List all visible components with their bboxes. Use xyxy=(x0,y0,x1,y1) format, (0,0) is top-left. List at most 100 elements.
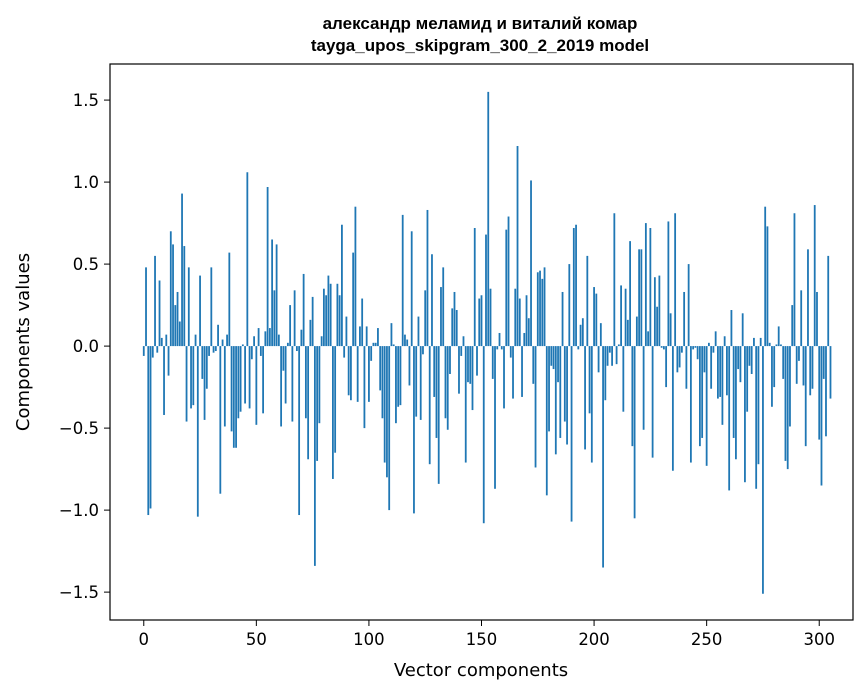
bar-255 xyxy=(717,346,719,399)
bar-175 xyxy=(536,272,539,347)
bar-147 xyxy=(473,228,476,347)
bar-32 xyxy=(214,346,217,352)
bar-80 xyxy=(322,288,325,347)
bar-263 xyxy=(735,346,737,460)
bar-259 xyxy=(726,346,728,396)
bar-1 xyxy=(145,267,147,347)
bar-195 xyxy=(581,318,584,347)
bar-287 xyxy=(789,346,791,427)
bar-241 xyxy=(685,346,688,389)
bar-72 xyxy=(304,346,307,419)
bar-197 xyxy=(586,255,589,347)
bar-93 xyxy=(352,252,355,347)
bar-170 xyxy=(525,295,528,347)
bar-96 xyxy=(359,326,361,347)
bar-200 xyxy=(593,287,595,347)
bar-57 xyxy=(271,239,274,347)
bar-267 xyxy=(744,346,746,483)
bar-18 xyxy=(183,246,186,347)
bar-238 xyxy=(678,346,681,368)
bar-231 xyxy=(662,346,665,350)
bar-239 xyxy=(680,346,683,353)
y-tick-label: 1.0 xyxy=(73,173,99,192)
bar-36 xyxy=(223,346,226,427)
bar-247 xyxy=(699,346,701,447)
bar-140 xyxy=(458,346,460,394)
x-tick-label: 200 xyxy=(578,630,610,649)
bar-37 xyxy=(226,334,228,347)
bar-282 xyxy=(777,326,780,347)
bar-148 xyxy=(476,346,478,376)
bar-234 xyxy=(669,313,672,347)
bar-92 xyxy=(350,346,352,401)
bar-89 xyxy=(343,346,346,358)
bar-133 xyxy=(442,267,445,347)
bar-254 xyxy=(714,331,717,347)
bar-137 xyxy=(451,308,454,347)
bar-47 xyxy=(248,346,251,409)
bar-49 xyxy=(253,336,255,347)
bar-225 xyxy=(649,228,652,347)
bar-23 xyxy=(194,334,197,347)
bar-107 xyxy=(383,346,386,463)
bar-70 xyxy=(300,329,303,347)
bar-25 xyxy=(199,275,201,347)
bar-260 xyxy=(728,346,731,491)
bar-84 xyxy=(332,346,334,479)
bar-244 xyxy=(692,346,695,350)
bar-24 xyxy=(196,346,199,517)
bar-8 xyxy=(160,337,163,347)
bar-19 xyxy=(185,346,188,422)
bar-164 xyxy=(512,346,514,399)
bar-54 xyxy=(264,331,267,347)
bar-56 xyxy=(268,328,271,347)
bar-230 xyxy=(660,346,663,348)
bar-31 xyxy=(212,346,215,353)
bar-215 xyxy=(626,319,629,347)
bar-280 xyxy=(773,346,776,388)
bar-262 xyxy=(732,346,735,438)
bar-45 xyxy=(244,346,246,404)
bar-277 xyxy=(766,226,769,347)
bar-301 xyxy=(820,346,823,486)
bar-131 xyxy=(437,346,440,484)
bar-228 xyxy=(656,306,659,347)
bar-136 xyxy=(449,346,451,374)
bar-128 xyxy=(431,254,433,347)
bar-3 xyxy=(149,346,152,509)
bar-103 xyxy=(374,342,377,347)
bar-242 xyxy=(687,264,690,347)
bar-142 xyxy=(462,336,465,347)
y-tick-label: 0.5 xyxy=(73,255,99,274)
bar-139 xyxy=(455,310,458,347)
bar-233 xyxy=(667,221,670,347)
bar-111 xyxy=(392,344,395,347)
bar-46 xyxy=(246,172,249,347)
bar-178 xyxy=(543,267,546,347)
plot-frame xyxy=(109,63,854,621)
bar-67 xyxy=(293,290,296,347)
bar-127 xyxy=(428,346,431,465)
bar-17 xyxy=(181,193,183,347)
bar-29 xyxy=(208,346,210,356)
bar-264 xyxy=(737,346,740,370)
bar-75 xyxy=(311,296,314,347)
bar-210 xyxy=(615,346,618,365)
bar-199 xyxy=(590,346,593,463)
bar-61 xyxy=(280,346,283,427)
bar-98 xyxy=(363,346,366,429)
bar-26 xyxy=(201,346,204,379)
bar-130 xyxy=(435,346,438,438)
bar-6 xyxy=(156,346,159,353)
x-tick-label: 250 xyxy=(691,630,723,649)
bar-165 xyxy=(514,288,517,347)
bar-43 xyxy=(239,346,242,412)
x-tick-label: 100 xyxy=(353,630,385,649)
bar-265 xyxy=(739,346,742,383)
bar-113 xyxy=(397,346,400,407)
bar-273 xyxy=(757,346,760,465)
bar-180 xyxy=(548,346,550,432)
bar-97 xyxy=(361,298,364,347)
bar-150 xyxy=(480,295,483,347)
